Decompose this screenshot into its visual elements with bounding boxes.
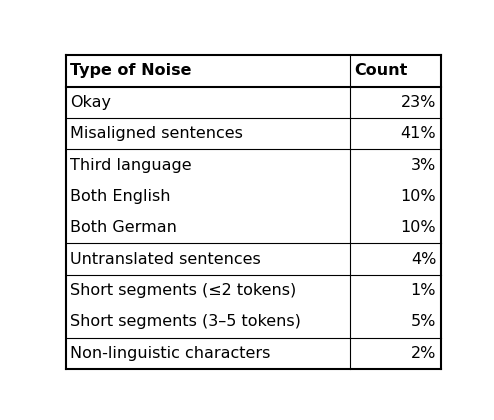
Text: 1%: 1%: [411, 283, 436, 298]
Text: 23%: 23%: [401, 95, 436, 110]
Text: Both German: Both German: [70, 220, 177, 235]
Text: Count: Count: [355, 63, 408, 79]
Text: Both English: Both English: [70, 189, 170, 204]
Text: Short segments (≤2 tokens): Short segments (≤2 tokens): [70, 283, 296, 298]
Text: 5%: 5%: [411, 315, 436, 329]
Text: 10%: 10%: [401, 220, 436, 235]
Text: Okay: Okay: [70, 95, 111, 110]
Text: Misaligned sentences: Misaligned sentences: [70, 126, 243, 141]
Text: 2%: 2%: [411, 346, 436, 361]
Text: 10%: 10%: [401, 189, 436, 204]
Text: Non-linguistic characters: Non-linguistic characters: [70, 346, 271, 361]
Text: Third language: Third language: [70, 158, 192, 173]
Text: Untranslated sentences: Untranslated sentences: [70, 252, 261, 267]
Text: 4%: 4%: [411, 252, 436, 267]
Text: Short segments (3–5 tokens): Short segments (3–5 tokens): [70, 315, 301, 329]
Text: Type of Noise: Type of Noise: [70, 63, 192, 79]
Text: 3%: 3%: [411, 158, 436, 173]
Text: 41%: 41%: [401, 126, 436, 141]
